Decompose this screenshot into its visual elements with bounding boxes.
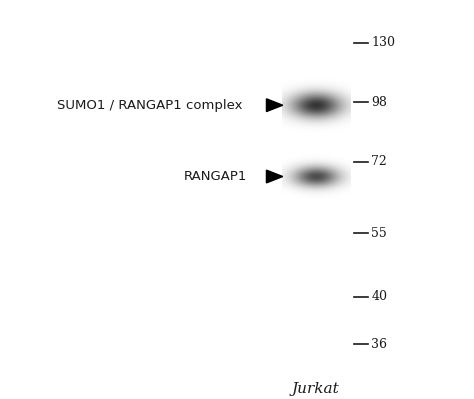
Bar — [282, 13, 350, 382]
Text: 98: 98 — [371, 96, 387, 109]
Text: 55: 55 — [371, 227, 387, 240]
Polygon shape — [266, 170, 283, 183]
Text: 36: 36 — [371, 338, 387, 351]
Text: RANGAP1: RANGAP1 — [184, 170, 247, 183]
Text: 130: 130 — [371, 36, 395, 49]
Polygon shape — [266, 99, 283, 112]
Text: 72: 72 — [371, 155, 387, 168]
Text: 40: 40 — [371, 290, 387, 303]
Text: Jurkat: Jurkat — [292, 381, 340, 396]
Text: SUMO1 / RANGAP1 complex: SUMO1 / RANGAP1 complex — [57, 99, 243, 112]
